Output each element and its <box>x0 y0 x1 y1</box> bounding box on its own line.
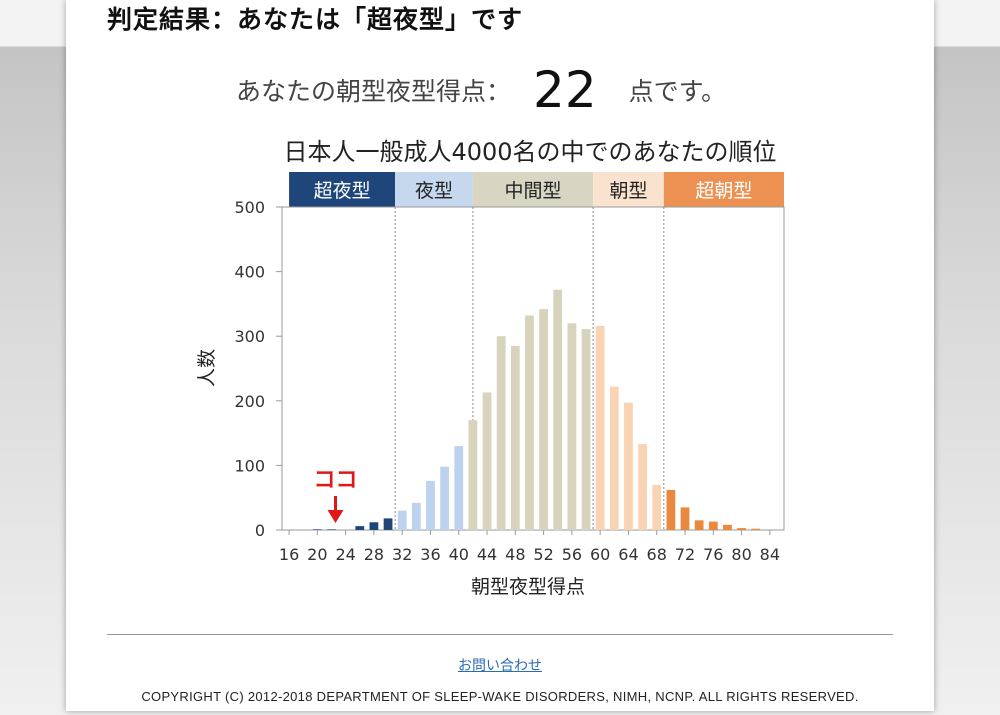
x-tick-label: 28 <box>364 545 384 564</box>
x-tick-label: 72 <box>675 545 695 564</box>
chart-title: 日本人一般成人4000名の中でのあなたの順位 <box>283 138 776 166</box>
bar <box>567 323 577 530</box>
bar <box>327 529 336 530</box>
x-tick-label: 80 <box>731 545 751 564</box>
y-tick-label: 500 <box>234 198 265 217</box>
x-tick-label: 48 <box>505 545 525 564</box>
x-tick-label: 64 <box>618 545 638 564</box>
y-tick-label: 200 <box>234 392 265 411</box>
bar <box>440 466 450 530</box>
bar <box>595 325 605 530</box>
y-tick-label: 100 <box>234 456 265 475</box>
marker-label: ココ <box>313 468 357 493</box>
bar <box>397 510 407 530</box>
score-value: 22 <box>533 61 597 119</box>
bar <box>510 345 520 530</box>
x-tick-label: 52 <box>533 545 553 564</box>
bar <box>411 502 421 530</box>
arrow-head-icon <box>327 510 344 523</box>
band-label: 夜型 <box>415 180 453 202</box>
score-label: あなたの朝型夜型得点： <box>236 77 512 106</box>
bar <box>666 489 676 530</box>
x-tick-label: 40 <box>449 545 469 564</box>
y-axis-label: 人数 <box>196 349 218 387</box>
bar <box>539 309 548 530</box>
bar <box>426 480 435 530</box>
bar <box>454 446 464 530</box>
x-tick-label: 84 <box>760 545 780 564</box>
bar <box>482 392 492 530</box>
y-tick-label: 300 <box>234 327 265 346</box>
bar <box>609 386 619 530</box>
band-header-4 <box>663 172 784 207</box>
score-suffix: 点です。 <box>628 77 727 106</box>
contact-link[interactable]: お問い合わせ <box>458 658 542 674</box>
your-position-marker: ココ <box>313 468 358 523</box>
bar <box>624 402 633 530</box>
x-tick-label: 16 <box>279 545 299 564</box>
y-tick-label: 400 <box>234 263 265 282</box>
x-tick-label: 36 <box>420 545 440 564</box>
bar <box>355 526 365 530</box>
x-tick-label: 60 <box>590 545 610 564</box>
result-heading: 判定結果：あなたは「超夜型」です <box>107 5 524 34</box>
bar <box>723 524 732 530</box>
bar <box>680 507 690 530</box>
score-line: あなたの朝型夜型得点： 22 点です。 <box>236 60 726 120</box>
bar <box>369 522 379 530</box>
bar <box>751 528 761 530</box>
bars <box>312 289 761 530</box>
bar <box>525 315 534 530</box>
bar <box>694 520 704 530</box>
x-tick-label: 32 <box>392 545 412 564</box>
footer-divider <box>107 634 893 635</box>
band-header-2 <box>472 172 594 207</box>
y-axis: 0 100 200 300 400 500 <box>234 198 282 540</box>
y-tick-label: 0 <box>255 521 265 540</box>
bar <box>708 521 718 530</box>
bar <box>383 518 393 530</box>
bar <box>496 336 506 530</box>
band-header-1 <box>395 172 473 207</box>
band-label: 朝型 <box>609 180 647 202</box>
x-axis: 16 20 24 28 32 36 40 44 48 52 56 60 64 68 72 76 80 84 <box>279 530 780 564</box>
x-tick-label: 76 <box>703 545 723 564</box>
x-tick-label: 24 <box>335 545 355 564</box>
chronotype-band-headers: 超夜型 夜型 中間型 朝型 超朝型 <box>289 172 784 207</box>
bar <box>312 529 322 530</box>
bar <box>638 444 647 530</box>
band-header-0 <box>289 172 396 207</box>
x-tick-label: 68 <box>647 545 667 564</box>
bar <box>581 329 591 530</box>
bar <box>652 484 662 530</box>
x-tick-label: 20 <box>307 545 327 564</box>
band-label: 超夜型 <box>314 180 371 202</box>
x-tick-label: 56 <box>562 545 582 564</box>
bar <box>468 420 478 530</box>
bar <box>553 289 563 530</box>
band-header-3 <box>593 172 664 207</box>
x-tick-label: 44 <box>477 545 497 564</box>
copyright-text: COPYRIGHT (C) 2012-2018 DEPARTMENT OF SL… <box>141 689 859 704</box>
band-label: 超朝型 <box>695 180 752 202</box>
band-label: 中間型 <box>504 180 561 202</box>
bar <box>737 528 746 530</box>
x-axis-label: 朝型夜型得点 <box>471 576 585 598</box>
